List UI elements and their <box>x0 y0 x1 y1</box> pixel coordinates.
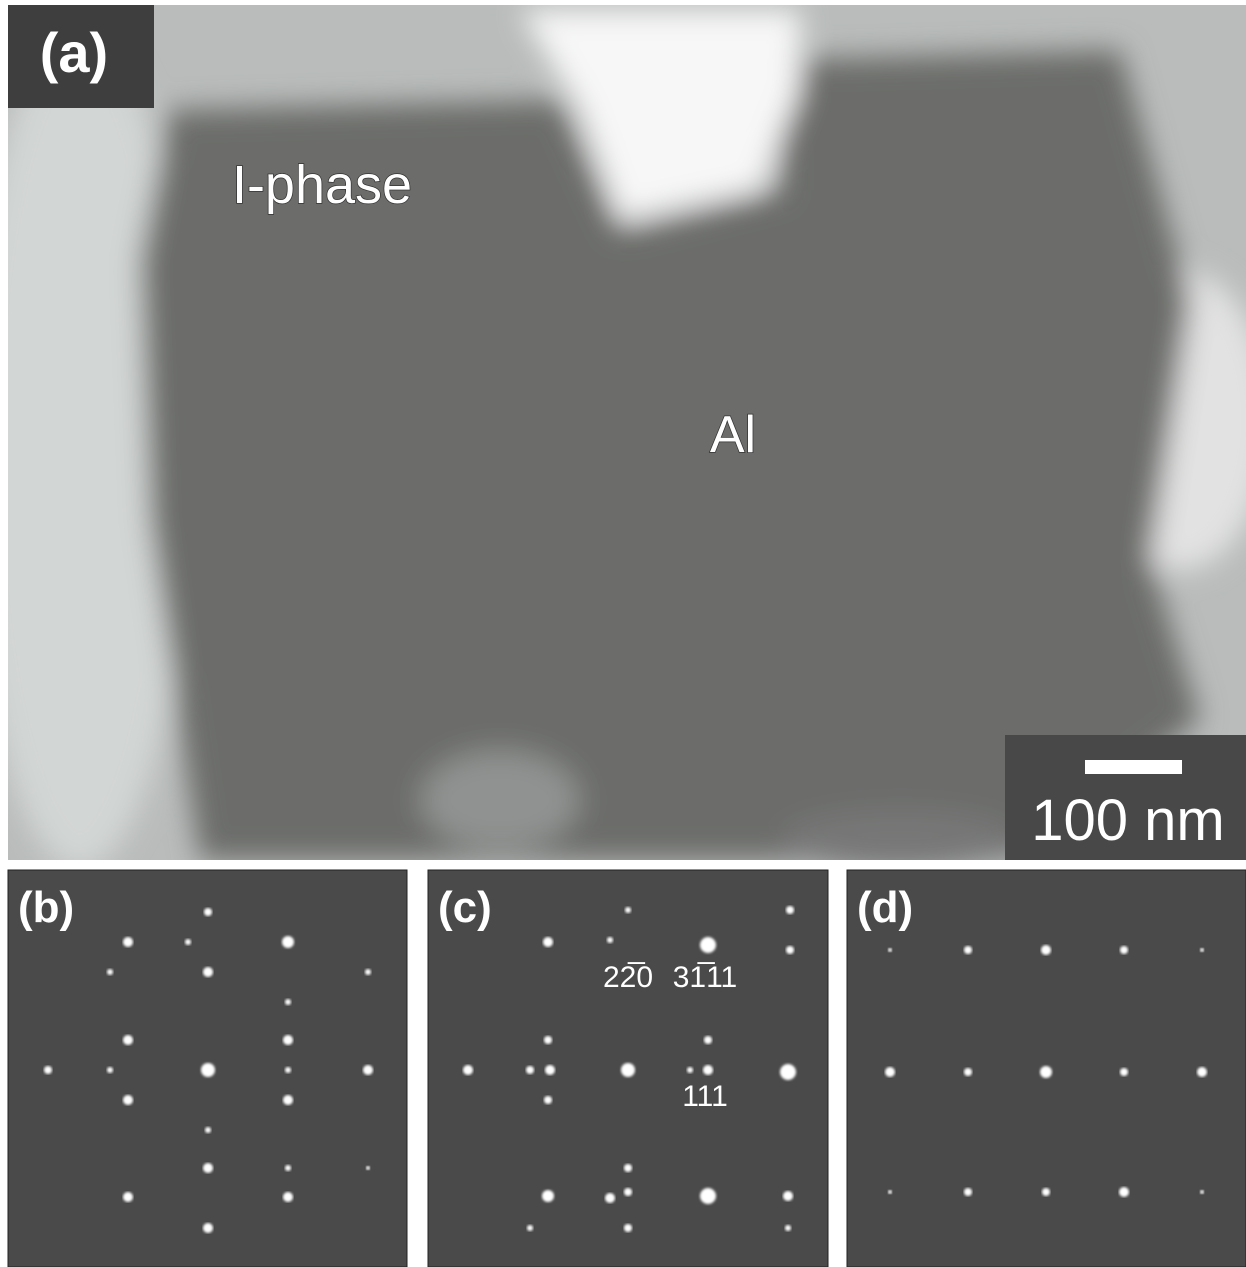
diffraction-spot <box>203 967 213 977</box>
diffraction-spot <box>123 937 133 947</box>
diffraction-spot <box>785 1225 791 1231</box>
diffraction-pattern: (b) <box>8 870 407 1267</box>
diffraction-spot <box>282 936 294 948</box>
panel-label: (a) <box>40 21 108 84</box>
diffraction-spot <box>704 1036 712 1044</box>
diffraction-spot <box>624 1224 632 1232</box>
diffraction-spot <box>463 1065 473 1075</box>
index-label: 22̅0 <box>603 961 653 994</box>
panel-label: (c) <box>438 883 492 932</box>
diffraction-spot <box>1041 945 1051 955</box>
figure: (a) I-phase Al 100 nm (b) (c) 22̅0 31̅11… <box>0 0 1246 1267</box>
region-label: I-phase <box>232 155 412 215</box>
diffraction-spot <box>786 946 794 954</box>
index-label: 31̅11 <box>673 961 738 994</box>
micrograph: (a) I-phase Al 100 nm <box>0 5 1246 870</box>
diffraction-spot <box>885 1067 895 1077</box>
diffraction-spot <box>780 1064 796 1080</box>
index-label: 111 <box>682 1080 728 1113</box>
diffraction-spot <box>44 1066 52 1074</box>
diffraction-spot <box>605 1193 615 1203</box>
diffraction-spot <box>123 1095 133 1105</box>
diffraction-spot <box>607 937 613 943</box>
panel-label: (d) <box>857 883 913 932</box>
diffraction-spot <box>700 1188 716 1204</box>
diffraction-spot <box>1042 1188 1050 1196</box>
diffraction-spot <box>964 1068 972 1076</box>
diffraction-spot <box>123 1035 133 1045</box>
diffraction-spot <box>285 1067 291 1073</box>
diffraction-spot <box>542 1190 554 1202</box>
diffraction-spot <box>366 1166 370 1170</box>
diffraction-pattern: (c) 22̅0 31̅11 111 <box>428 870 828 1267</box>
diffraction-spot <box>625 907 631 913</box>
diffraction-spot <box>285 1165 291 1171</box>
diffraction-spot <box>185 939 191 945</box>
diffraction-spot <box>624 1164 632 1172</box>
diffraction-spot <box>204 908 212 916</box>
diffraction-spot <box>283 1095 293 1105</box>
diffraction-spot <box>283 1035 293 1045</box>
diffraction-spot <box>1200 948 1204 952</box>
diffraction-spot <box>1120 1068 1128 1076</box>
diffraction-spot <box>285 999 291 1005</box>
panel-label: (b) <box>18 883 74 932</box>
diffraction-spot <box>1040 1066 1052 1078</box>
diffraction-spot <box>783 1191 793 1201</box>
diffraction-spot <box>786 906 794 914</box>
diffraction-spot <box>107 1067 113 1073</box>
diffraction-spot <box>201 1063 215 1077</box>
diffraction-spot <box>544 1096 552 1104</box>
diffraction-spot <box>624 1188 632 1196</box>
diffraction-spot <box>703 1065 713 1075</box>
diffraction-spot <box>687 1067 693 1073</box>
diffraction-spot <box>107 969 113 975</box>
diffraction-spot <box>543 937 553 947</box>
diffraction-spot <box>527 1225 533 1231</box>
diffraction-spot <box>1197 1067 1207 1077</box>
diffraction-spot <box>964 946 972 954</box>
diffraction-spot <box>203 1223 213 1233</box>
diffraction-spot <box>283 1192 293 1202</box>
diffraction-spot <box>1200 1190 1204 1194</box>
diffraction-spot <box>1119 1187 1129 1197</box>
diffraction-spot <box>203 1163 213 1173</box>
diffraction-spot <box>365 969 371 975</box>
diffraction-spot <box>363 1065 373 1075</box>
diffraction-spot <box>964 1188 972 1196</box>
diffraction-spot <box>621 1063 635 1077</box>
scale-label: 100 nm <box>1031 788 1224 853</box>
scale-bar <box>1085 760 1182 774</box>
diffraction-spot <box>545 1065 555 1075</box>
diffraction-spot <box>700 937 716 953</box>
diffraction-spot <box>205 1127 211 1133</box>
diffraction-spot <box>888 1190 892 1194</box>
diffraction-spot <box>526 1066 534 1074</box>
diffraction-spot <box>888 948 892 952</box>
diffraction-spot <box>544 1036 552 1044</box>
diffraction-spot <box>123 1192 133 1202</box>
diffraction-spot <box>1120 946 1128 954</box>
diffraction-pattern: (d) <box>847 870 1246 1267</box>
region-label: Al <box>710 406 756 464</box>
